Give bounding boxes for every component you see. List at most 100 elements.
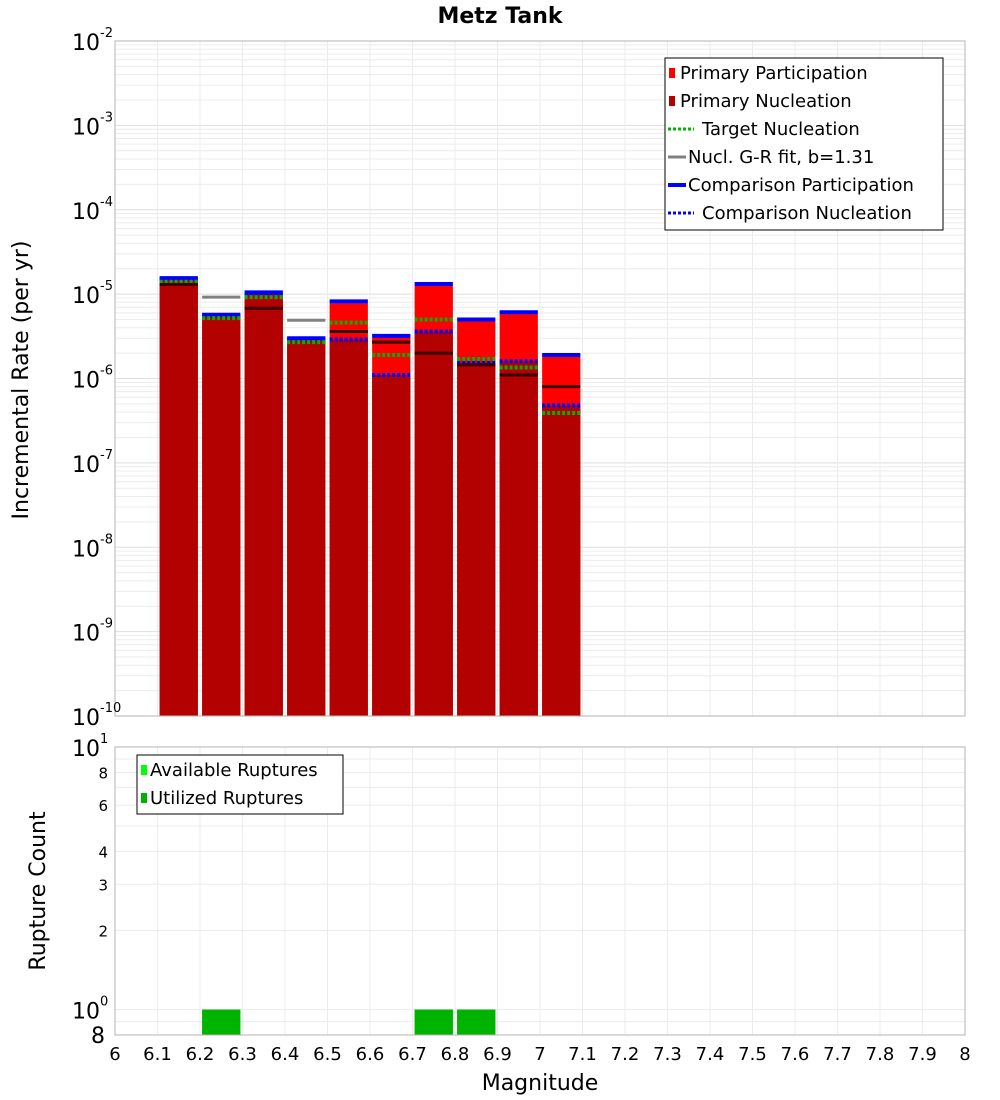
x-tick-label: 7.1 — [568, 1044, 597, 1065]
tick-base: 10 — [72, 453, 100, 478]
top-legend-entry: Primary Nucleation — [669, 91, 852, 112]
chart-title: Metz Tank — [437, 4, 563, 29]
primary-nucleation-bar — [457, 362, 496, 716]
x-tick-label: 7.5 — [738, 1044, 767, 1065]
top-y-tick: 10 -2 — [72, 26, 113, 56]
bottom-y-tick: 4 — [98, 843, 108, 861]
x-tick-label: 7.7 — [823, 1044, 852, 1065]
tick-base: 10 — [72, 537, 100, 562]
top-y-tick: 10 -7 — [72, 448, 113, 478]
tick-base: 10 — [72, 706, 100, 731]
bottom-plot-frame — [114, 746, 966, 1036]
tick-base: 10 — [72, 369, 100, 394]
top-legend-box — [664, 57, 944, 231]
x-tick-label: 6.3 — [228, 1044, 257, 1065]
bottom-y-decade: 10 1 — [72, 732, 108, 762]
x-tick-label: 7.2 — [611, 1044, 640, 1065]
primary-nucleation-bar — [329, 339, 368, 716]
tick-exponent: -8 — [100, 532, 113, 547]
tick-exponent: -9 — [100, 617, 113, 632]
primary-nucleation-bar — [287, 339, 326, 716]
legend-label: Utilized Ruptures — [150, 788, 303, 809]
x-axis-ticks: 6 6.1 6.2 6.3 6.4 6.5 6.6 6.7 6.8 6.9 7 7.1 7.2 7.3 7.… — [109, 1044, 970, 1065]
tick-base: 10 — [72, 737, 100, 762]
x-tick-label: 6.7 — [398, 1044, 427, 1065]
x-tick-label: 6.4 — [271, 1044, 300, 1065]
x-tick-label: 7.3 — [653, 1044, 682, 1065]
x-tick-label: 6.1 — [143, 1044, 172, 1065]
bottom-legend-box — [136, 754, 344, 815]
legend-label: Primary Participation — [680, 63, 868, 84]
primary-nucleation-bar — [159, 279, 198, 716]
x-tick-label: 7.4 — [696, 1044, 725, 1065]
bottom-legend: Available Ruptures Utilized Ruptures — [136, 754, 344, 815]
primary-nucleation-bar — [542, 405, 581, 716]
bottom-legend-entry: Available Ruptures — [141, 760, 318, 781]
bottom-y-tick: 6 — [98, 797, 108, 815]
bottom-legend-entry: Utilized Ruptures — [141, 788, 303, 809]
top-legend-entry: Nucl. G-R fit, b=1.31 — [668, 147, 874, 168]
top-legend-entry: Target Nucleation — [668, 119, 860, 140]
legend-label: Target Nucleation — [701, 119, 860, 140]
legend-swatch — [669, 96, 675, 106]
top-legend-entry: Comparison Nucleation — [668, 203, 912, 224]
top-legend: Primary Participation Primary Nucleation T… — [664, 57, 944, 231]
top-y-tick: 10 -4 — [72, 195, 113, 225]
tick-exponent: -4 — [100, 195, 113, 210]
top-y-tick: 10 -9 — [72, 617, 113, 647]
legend-swatch — [669, 68, 675, 78]
tick-base: 10 — [72, 115, 100, 140]
tick-exponent: -3 — [100, 110, 113, 125]
x-tick-label: 6 — [109, 1044, 120, 1065]
utilized-ruptures-bar — [202, 1009, 241, 1035]
bottom-y-axis-title: Rupture Count — [26, 811, 51, 971]
top-legend-entry: Comparison Participation — [668, 175, 914, 196]
bottom-y-tick: 8 — [91, 1024, 105, 1049]
top-y-tick: 10 -6 — [72, 364, 113, 394]
tick-exponent: 0 — [100, 995, 108, 1010]
x-tick-label: 6.5 — [313, 1044, 342, 1065]
x-tick-label: 7.6 — [781, 1044, 810, 1065]
x-tick-label: 7.9 — [908, 1044, 937, 1065]
bottom-y-decade: 10 0 — [72, 995, 108, 1025]
bottom-y-tick: 3 — [98, 876, 108, 894]
tick-exponent: -7 — [100, 448, 113, 463]
top-y-axis-title: Incremental Rate (per yr) — [9, 241, 34, 520]
tick-exponent: -5 — [100, 279, 113, 294]
tick-exponent: -6 — [100, 364, 113, 379]
tick-exponent: 1 — [100, 732, 108, 747]
x-axis-title: Magnitude — [482, 1071, 599, 1096]
legend-swatch — [141, 793, 147, 803]
top-y-axis-ticks: 10-210-310-410-510-610-710-810-910-10 — [72, 26, 121, 731]
top-y-tick: 10 -8 — [72, 532, 113, 562]
primary-nucleation-bar — [414, 331, 453, 716]
tick-base: 10 — [72, 200, 100, 225]
top-y-tick: 10 -10 — [72, 701, 121, 731]
tick-base: 10 — [72, 284, 100, 309]
utilized-ruptures-bar — [457, 1009, 496, 1035]
top-y-tick: 10 -3 — [72, 110, 113, 140]
x-tick-label: 8 — [959, 1044, 970, 1065]
primary-nucleation-bar — [202, 316, 241, 716]
legend-label: Nucl. G-R fit, b=1.31 — [688, 147, 874, 168]
primary-nucleation-bar — [499, 361, 538, 716]
bottom-plot-bars — [202, 1009, 496, 1035]
x-tick-label: 6.8 — [441, 1044, 470, 1065]
top-y-tick: 10 -5 — [72, 279, 113, 309]
top-plot-frame — [114, 40, 966, 717]
primary-nucleation-bar — [244, 294, 283, 716]
x-tick-label: 6.2 — [186, 1044, 215, 1065]
legend-label: Available Ruptures — [150, 760, 318, 781]
bottom-y-tick: 8 — [98, 764, 108, 782]
utilized-ruptures-bar — [414, 1009, 453, 1035]
legend-label: Comparison Participation — [688, 175, 914, 196]
x-tick-label: 7 — [534, 1044, 545, 1065]
primary-nucleation-bar — [372, 375, 411, 716]
x-tick-label: 7.8 — [866, 1044, 895, 1065]
tick-base: 10 — [72, 1000, 100, 1025]
x-tick-label: 6.9 — [483, 1044, 512, 1065]
tick-base: 10 — [72, 31, 100, 56]
